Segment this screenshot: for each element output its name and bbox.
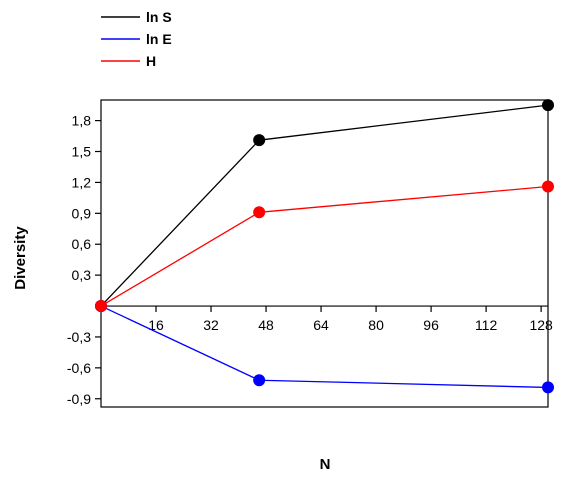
- x-tick-label: 48: [258, 317, 274, 333]
- y-tick-label: 1,2: [72, 174, 92, 190]
- y-tick-label: 0,6: [72, 236, 92, 252]
- y-tick-label: -0,9: [67, 391, 91, 407]
- data-point-ln-s: [253, 134, 266, 147]
- data-point-h: [95, 300, 107, 313]
- y-tick-label: -0,3: [67, 329, 91, 345]
- data-point-ln-s: [542, 99, 554, 112]
- x-ticks: 16 32 48 64 80 96 112 128: [148, 306, 553, 333]
- series-layer: [95, 99, 554, 394]
- y-tick-label: 1,8: [72, 113, 92, 129]
- data-point-h: [542, 180, 554, 193]
- x-tick-label: 80: [368, 317, 384, 333]
- x-tick-label: 16: [148, 317, 164, 333]
- data-point-ln-e: [253, 374, 266, 387]
- y-tick-label: 0,3: [72, 267, 92, 283]
- y-axis-title: Diversity: [12, 226, 29, 290]
- legend-label-h: H: [146, 53, 156, 69]
- legend-label-ln-s: ln S: [146, 9, 172, 25]
- legend: ln S ln E H: [101, 9, 172, 69]
- series-line-h: [100, 185, 549, 307]
- x-tick-label: 32: [203, 317, 219, 333]
- series-line-ln-s: [100, 104, 549, 307]
- legend-label-ln-e: ln E: [146, 31, 172, 47]
- data-point-ln-e: [542, 381, 554, 394]
- x-tick-label: 96: [423, 317, 439, 333]
- y-tick-label: 1,5: [72, 144, 92, 160]
- x-tick-label: 128: [529, 317, 553, 333]
- data-point-h: [253, 206, 266, 219]
- x-tick-label: 64: [313, 317, 329, 333]
- y-tick-label: 0,9: [72, 205, 92, 221]
- plot-frame: [100, 99, 549, 408]
- y-ticks: 1,8 1,5 1,2 0,9 0,6 0,3 -0,3 -0,6 -0,9: [67, 113, 101, 407]
- y-tick-label: -0,6: [67, 360, 91, 376]
- x-tick-label: 112: [475, 317, 498, 333]
- x-axis-title: N: [320, 456, 331, 473]
